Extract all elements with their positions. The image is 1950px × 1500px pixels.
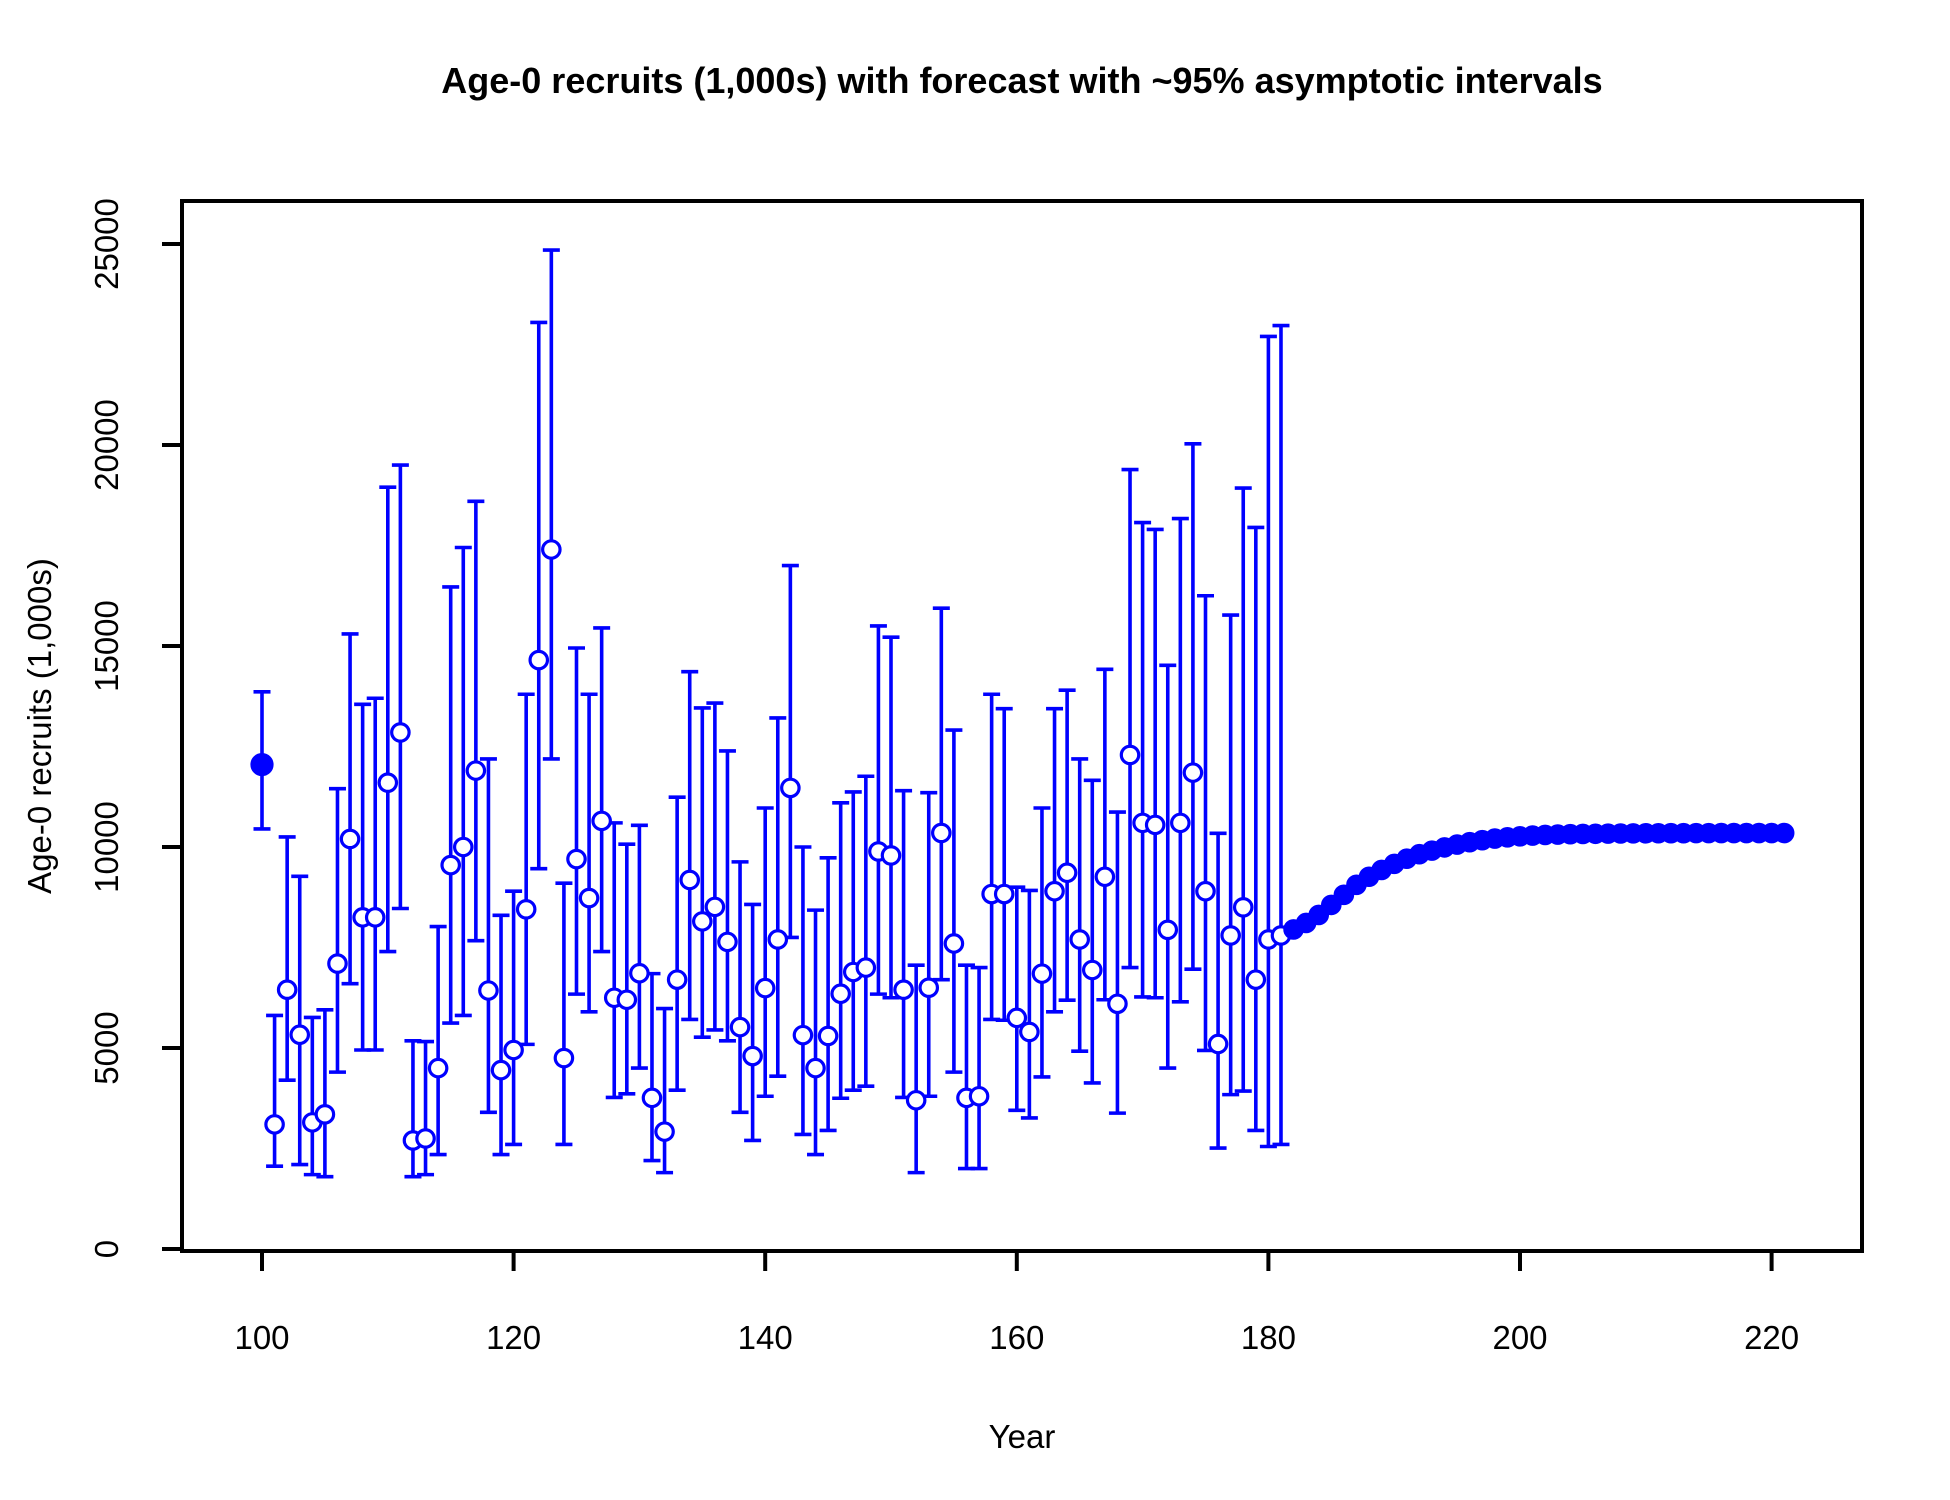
y-axis-title: Age-0 recruits (1,000s): [21, 558, 58, 894]
data-point-observed: [729, 1016, 751, 1038]
data-point-observed: [742, 1045, 763, 1067]
data-point-observed: [1170, 812, 1191, 834]
x-tick-label: 200: [1492, 1319, 1547, 1356]
data-point-observed: [503, 1039, 524, 1061]
data-point-observed: [880, 845, 902, 866]
data-point-observed: [478, 980, 499, 1001]
y-tick-label: 0: [88, 1240, 125, 1258]
data-point-observed: [629, 962, 650, 984]
data-point-observed: [1182, 762, 1204, 783]
data-point-observed: [528, 649, 550, 671]
data-point-observed: [918, 977, 940, 998]
data-point-observed: [1094, 866, 1116, 888]
data-point-observed: [1119, 744, 1141, 766]
data-point-observed: [805, 1057, 826, 1079]
data-point-observed: [654, 1121, 675, 1142]
data-point-observed: [691, 911, 713, 932]
data-point-observed-solid: [250, 752, 274, 777]
data-point-observed: [780, 777, 801, 799]
y-tick-label: 15000: [88, 600, 125, 692]
data-point-observed: [390, 722, 411, 743]
x-tick-label: 100: [234, 1319, 289, 1356]
data-point-forecast: [1773, 822, 1795, 844]
x-tick-label: 160: [989, 1319, 1044, 1356]
data-point-observed: [1031, 963, 1053, 984]
data-point-observed: [1019, 1021, 1040, 1043]
data-point-observed: [1107, 993, 1128, 1015]
data-point-observed: [830, 983, 851, 1005]
x-tick-label: 120: [486, 1319, 541, 1356]
data-point-observed: [339, 828, 361, 850]
data-point-observed: [314, 1104, 336, 1125]
data-point-observed: [566, 848, 587, 870]
data-point-observed: [616, 989, 638, 1011]
data-point-observed: [289, 1024, 311, 1046]
data-point-observed: [704, 896, 726, 918]
data-point-observed: [1245, 969, 1267, 990]
data-point-observed: [1144, 814, 1166, 836]
data-point-observed: [1195, 880, 1216, 902]
x-axis-title: Year: [988, 1418, 1056, 1455]
x-tick-label: 220: [1744, 1319, 1799, 1356]
data-point-observed: [666, 969, 688, 990]
data-point-observed: [465, 760, 487, 781]
data-point-observed: [440, 854, 461, 876]
plot-border: [180, 199, 1864, 1253]
data-point-observed: [553, 1047, 575, 1069]
y-tick-label: 5000: [88, 1011, 125, 1084]
data-point-observed: [276, 979, 298, 1001]
data-point-observed: [578, 887, 600, 909]
data-point-observed: [993, 883, 1015, 905]
data-point-observed: [968, 1085, 990, 1107]
data-point-observed: [515, 899, 537, 920]
chart-title: Age-0 recruits (1,000s) with forecast wi…: [441, 60, 1603, 101]
data-point-observed: [264, 1114, 285, 1135]
data-point-observed: [1220, 925, 1241, 946]
data-point-observed: [1157, 919, 1179, 941]
data-point-observed: [792, 1024, 814, 1046]
data-point-observed: [1081, 959, 1103, 981]
data-point-observed: [541, 539, 562, 560]
y-tick-label: 10000: [88, 801, 125, 893]
x-tick-label: 180: [1241, 1319, 1296, 1356]
data-point-observed: [1069, 929, 1090, 950]
data-point-observed: [767, 929, 789, 950]
y-tick-label: 25000: [88, 198, 125, 290]
data-point-observed: [1044, 880, 1065, 902]
data-point-observed: [931, 822, 952, 844]
data-point-observed: [893, 979, 914, 1001]
y-tick-label: 20000: [88, 399, 125, 491]
data-point-observed: [427, 1057, 449, 1079]
data-point-observed: [641, 1087, 663, 1109]
data-point-observed: [452, 836, 474, 858]
data-point-observed: [717, 931, 738, 953]
data-point-observed: [1232, 896, 1254, 918]
data-point-observed: [754, 977, 776, 999]
data-point-observed: [327, 953, 348, 974]
data-point-observed: [943, 933, 965, 954]
data-point-observed: [415, 1128, 436, 1149]
data-point-observed: [377, 772, 399, 793]
data-point-observed: [591, 810, 612, 832]
data-point-observed: [1207, 1033, 1229, 1055]
data-point-observed: [490, 1059, 512, 1081]
x-tick-label: 140: [738, 1319, 793, 1356]
data-point-observed: [1006, 1007, 1028, 1029]
data-point-observed: [1056, 862, 1078, 884]
data-point-observed: [364, 907, 386, 928]
data-point-observed: [679, 869, 701, 891]
data-point-observed: [817, 1025, 839, 1047]
data-point-observed: [855, 957, 877, 978]
data-point-observed: [905, 1089, 927, 1111]
